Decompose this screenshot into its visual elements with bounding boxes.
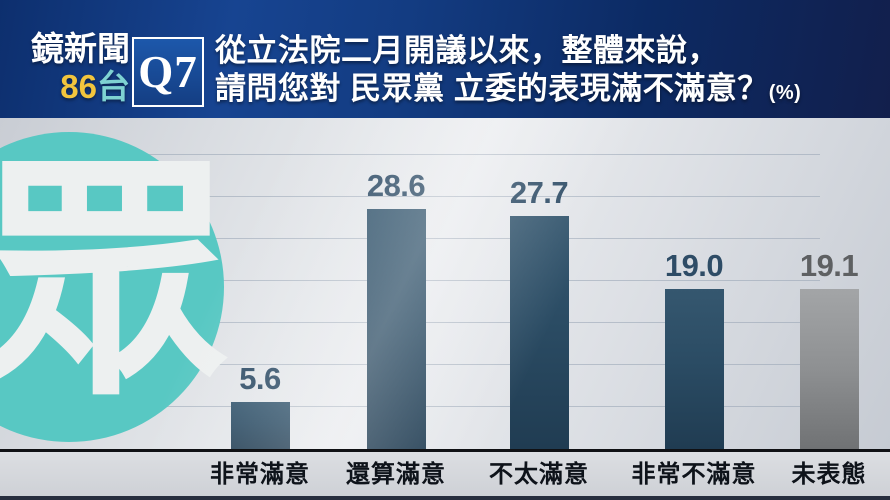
- question-number-badge: Q7: [132, 37, 204, 107]
- bar-value-label: 19.0: [664, 248, 724, 284]
- channel-number: 86台: [24, 68, 130, 106]
- bar-value-label: 5.6: [239, 360, 281, 396]
- bar: [366, 208, 426, 449]
- gridline: [0, 196, 820, 197]
- bar-value-label: 28.6: [366, 167, 426, 203]
- tpp-logo-character: 眾: [0, 140, 232, 421]
- category-label: 還算滿意: [346, 461, 446, 488]
- gridline: [0, 154, 820, 155]
- question-text: 從立法院二月開議以來，整體來說， 請問您對 民眾黨 立委的表現滿不滿意？(%): [215, 32, 801, 112]
- category-label: 非常滿意: [210, 461, 310, 488]
- chart-area: 眾 5.6 28.6 27.7 19.0 19.1: [0, 118, 890, 449]
- question-line-2: 請問您對 民眾黨 立委的表現滿不滿意？(%): [215, 71, 802, 106]
- footer-bar: [0, 496, 890, 500]
- bar-value-label: 27.7: [509, 175, 569, 211]
- category-label: 非常不滿意: [631, 461, 757, 488]
- question-number-label: Q7: [138, 47, 198, 97]
- percent-unit-label: (%): [768, 82, 802, 104]
- channel-name: 鏡新聞: [31, 30, 130, 67]
- bar: [664, 289, 724, 449]
- bar: [230, 401, 290, 449]
- channel-number-suffix: 台: [97, 68, 130, 105]
- bar-value-label: 19.1: [799, 247, 859, 283]
- category-label: 未表態: [791, 461, 867, 488]
- bar: [799, 288, 859, 449]
- channel-number-digits: 86: [60, 68, 97, 105]
- axis-label-strip: 非常滿意 還算滿意 不太滿意 非常不滿意 未表態: [0, 452, 890, 496]
- category-label: 不太滿意: [489, 461, 589, 488]
- header-bar: 鏡新聞 86台 Q7 從立法院二月開議以來，整體來說， 請問您對 民眾黨 立委的…: [0, 0, 890, 120]
- channel-logo: 鏡新聞 86台: [24, 30, 130, 106]
- bar: [509, 216, 569, 449]
- axis-baseline: [0, 449, 890, 452]
- question-line-1: 從立法院二月開議以來，整體來說，: [215, 33, 719, 68]
- party-logo-badge: 眾: [0, 132, 232, 442]
